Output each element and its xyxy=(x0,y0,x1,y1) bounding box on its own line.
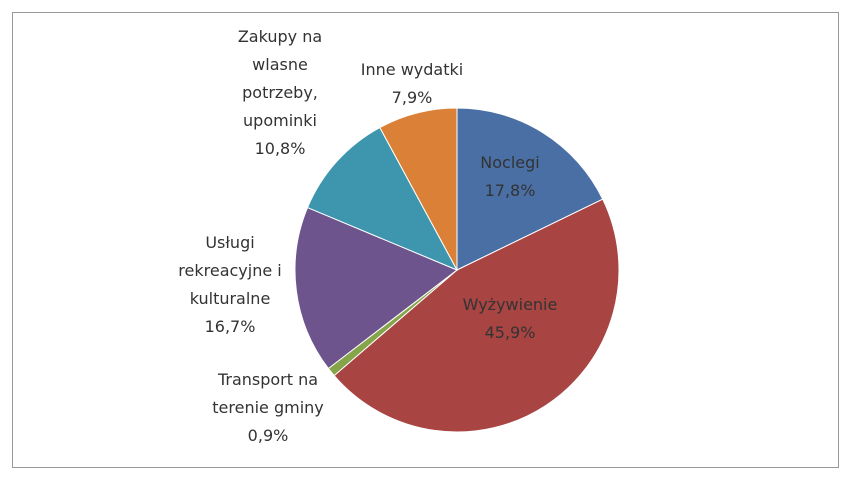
pie-slice xyxy=(294,206,458,370)
value-label: 7,9% xyxy=(391,88,433,107)
pie-slice xyxy=(379,107,458,271)
value-label: 0,9% xyxy=(247,426,289,445)
slice-label: Noclegi 17,8% xyxy=(440,149,580,205)
category-label: Usługi rekreacyjne i kulturalne xyxy=(178,233,282,308)
category-label: Transport na terenie gminy xyxy=(212,370,324,417)
category-label: Inne wydatki xyxy=(360,60,464,79)
pie-slice xyxy=(306,126,459,272)
slice-label: Inne wydatki 7,9% xyxy=(357,56,467,112)
value-label: 17,8% xyxy=(484,181,536,200)
slice-label: Zakupy na wlasne potrzeby, upominki 10,8% xyxy=(230,23,330,163)
pie-slice xyxy=(456,107,604,271)
slice-label: Transport na terenie gminy 0,9% xyxy=(203,366,333,450)
category-label: Noclegi xyxy=(480,153,540,172)
category-label: Wyżywienie xyxy=(462,295,558,314)
pie-slice xyxy=(333,198,620,433)
slice-label: Wyżywienie 45,9% xyxy=(430,291,590,347)
slice-label: Usługi rekreacyjne i kulturalne 16,7% xyxy=(175,229,285,341)
value-label: 45,9% xyxy=(484,323,536,342)
value-label: 10,8% xyxy=(254,139,306,158)
value-label: 16,7% xyxy=(204,317,256,336)
category-label: Zakupy na wlasne potrzeby, upominki xyxy=(237,27,323,130)
